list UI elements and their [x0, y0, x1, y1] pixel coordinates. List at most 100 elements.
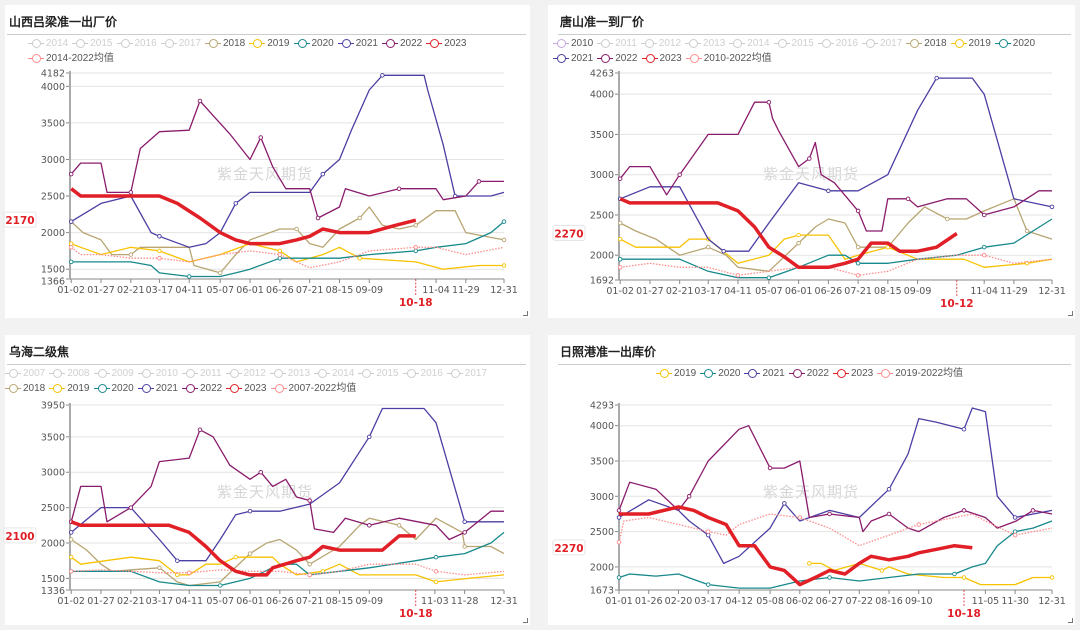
- data-point-2020: [413, 248, 419, 254]
- x-tick-label: 06-27: [816, 596, 844, 607]
- legend-item-2020[interactable]: 2020: [293, 36, 334, 51]
- legend-item-2007[interactable]: 2007: [5, 366, 45, 381]
- legend-line-circle-icon: [729, 38, 746, 49]
- data-point-2020: [1012, 529, 1018, 534]
- data-point-2007-2022均值: [186, 570, 192, 575]
- legend-item-2022[interactable]: 2022: [382, 36, 422, 51]
- legend-item-2019[interactable]: 2019: [249, 36, 290, 51]
- data-point-2021: [886, 486, 892, 492]
- legend-item-2012[interactable]: 2012: [640, 36, 681, 51]
- legend-item-2015[interactable]: 2015: [773, 36, 814, 51]
- legend-item-2023[interactable]: 2023: [641, 51, 682, 66]
- legend-item-2021[interactable]: 2021: [337, 36, 378, 51]
- legend-item-2013[interactable]: 2013: [685, 36, 725, 51]
- legend-item-2020[interactable]: 2020: [994, 36, 1035, 51]
- data-point-2021: [462, 519, 467, 525]
- y-value-badge: [3, 527, 37, 544]
- data-point-2018: [617, 220, 623, 226]
- data-point-2014-2022均值: [157, 255, 162, 261]
- legend-label: 2007-2022均值: [288, 383, 357, 394]
- legend-item-2019-2022均值[interactable]: 2019-2022均值: [877, 366, 963, 381]
- data-point-2021: [934, 75, 939, 81]
- resize-handle-icon[interactable]: [523, 311, 528, 316]
- legend-line-circle-icon: [426, 38, 443, 49]
- data-point-2020: [501, 219, 507, 224]
- legend-item-2021[interactable]: 2021: [137, 381, 178, 396]
- legend-item-2018[interactable]: 2018: [906, 36, 947, 51]
- legend-item-2020[interactable]: 2020: [700, 366, 740, 381]
- legend-item-2008[interactable]: 2008: [49, 366, 90, 381]
- legend-item-2021[interactable]: 2021: [744, 366, 785, 381]
- y-tick-label: 3500: [41, 118, 65, 129]
- legend-item-2012[interactable]: 2012: [225, 366, 266, 381]
- data-point-2022: [128, 505, 134, 510]
- chart-title: 乌海二级焦: [9, 345, 70, 359]
- resize-handle-icon[interactable]: [1068, 311, 1073, 316]
- legend-item-2016[interactable]: 2016: [116, 36, 157, 51]
- legend-item-2014[interactable]: 2014: [28, 36, 68, 51]
- y-tick-label: 2000: [590, 251, 614, 262]
- data-point-2007-2022均值: [307, 572, 312, 578]
- legend-item-2017[interactable]: 2017: [446, 366, 488, 381]
- legend-item-2009[interactable]: 2009: [93, 366, 134, 381]
- legend-item-2020[interactable]: 2020: [93, 381, 134, 396]
- legend-item-2015[interactable]: 2015: [72, 36, 113, 51]
- legend-item-2023[interactable]: 2023: [426, 36, 467, 51]
- legend-item-2014[interactable]: 2014: [729, 36, 770, 51]
- data-point-2019-2022均值: [1012, 532, 1018, 538]
- legend-label: 2021: [355, 38, 378, 49]
- data-point-2022: [462, 530, 467, 535]
- legend-item-2023[interactable]: 2023: [832, 366, 874, 381]
- legend-item-2014[interactable]: 2014: [314, 366, 354, 381]
- legend-line-circle-icon: [817, 38, 834, 49]
- legend-label: 2017: [464, 368, 488, 379]
- legend-item-2010-2022均值[interactable]: 2010-2022均值: [685, 51, 772, 66]
- data-point-2022: [367, 523, 372, 528]
- x-tick-label: 11-29: [1000, 286, 1028, 297]
- legend-label: 2008: [67, 368, 90, 379]
- legend-label: 2019: [67, 383, 90, 394]
- legend-item-2007-2022均值[interactable]: 2007-2022均值: [270, 381, 357, 396]
- legend-item-2019[interactable]: 2019: [49, 381, 90, 396]
- resize-handle-icon[interactable]: [523, 618, 528, 623]
- legend-item-2011[interactable]: 2011: [182, 366, 222, 381]
- legend-item-2010[interactable]: 2010: [137, 366, 178, 381]
- legend-item-2018[interactable]: 2018: [205, 36, 245, 51]
- x-tick-label: 12-31: [1038, 286, 1066, 297]
- legend-item-2014-2022均值[interactable]: 2014-2022均值: [28, 51, 114, 66]
- legend-item-2015[interactable]: 2015: [358, 366, 399, 381]
- legend-item-2016[interactable]: 2016: [402, 366, 443, 381]
- legend-item-2011[interactable]: 2011: [597, 36, 637, 51]
- legend-item-2013[interactable]: 2013: [269, 366, 311, 381]
- legend-item-2023[interactable]: 2023: [226, 381, 267, 396]
- resize-handle-icon[interactable]: [1068, 618, 1073, 623]
- data-point-2020: [855, 261, 861, 266]
- legend-item-2022[interactable]: 2022: [182, 381, 222, 396]
- legend-item-2019[interactable]: 2019: [950, 36, 991, 51]
- y-highlight-label: 2270: [554, 543, 583, 555]
- data-point-2022: [128, 190, 134, 195]
- legend-item-2017[interactable]: 2017: [160, 36, 201, 51]
- y-tick-label: 4263: [590, 69, 614, 80]
- data-point-2021: [233, 201, 238, 206]
- y-tick-label: 2500: [41, 503, 65, 514]
- legend-label: 2023: [850, 368, 874, 379]
- legend-item-2016[interactable]: 2016: [817, 36, 858, 51]
- legend-label: 2022: [806, 368, 829, 379]
- legend-label: 2010: [571, 38, 594, 49]
- chart-title: 唐山准一到厂价: [560, 15, 645, 29]
- series-line-2007-2022均值: [71, 563, 505, 576]
- data-point-2021: [367, 434, 372, 440]
- legend-item-2022[interactable]: 2022: [788, 366, 829, 381]
- legend-item-2022[interactable]: 2022: [597, 51, 638, 66]
- legend-label: 2013: [287, 368, 311, 379]
- legend-item-2021[interactable]: 2021: [553, 51, 593, 66]
- series-line-2022: [70, 100, 504, 219]
- legend-item-2019[interactable]: 2019: [655, 366, 696, 381]
- legend-item-2017[interactable]: 2017: [862, 36, 902, 51]
- legend-line-circle-icon: [553, 38, 569, 49]
- data-point-2021: [616, 515, 622, 520]
- data-point-2022: [315, 215, 321, 221]
- legend-item-2018[interactable]: 2018: [5, 381, 45, 396]
- legend-item-2010[interactable]: 2010: [553, 36, 593, 51]
